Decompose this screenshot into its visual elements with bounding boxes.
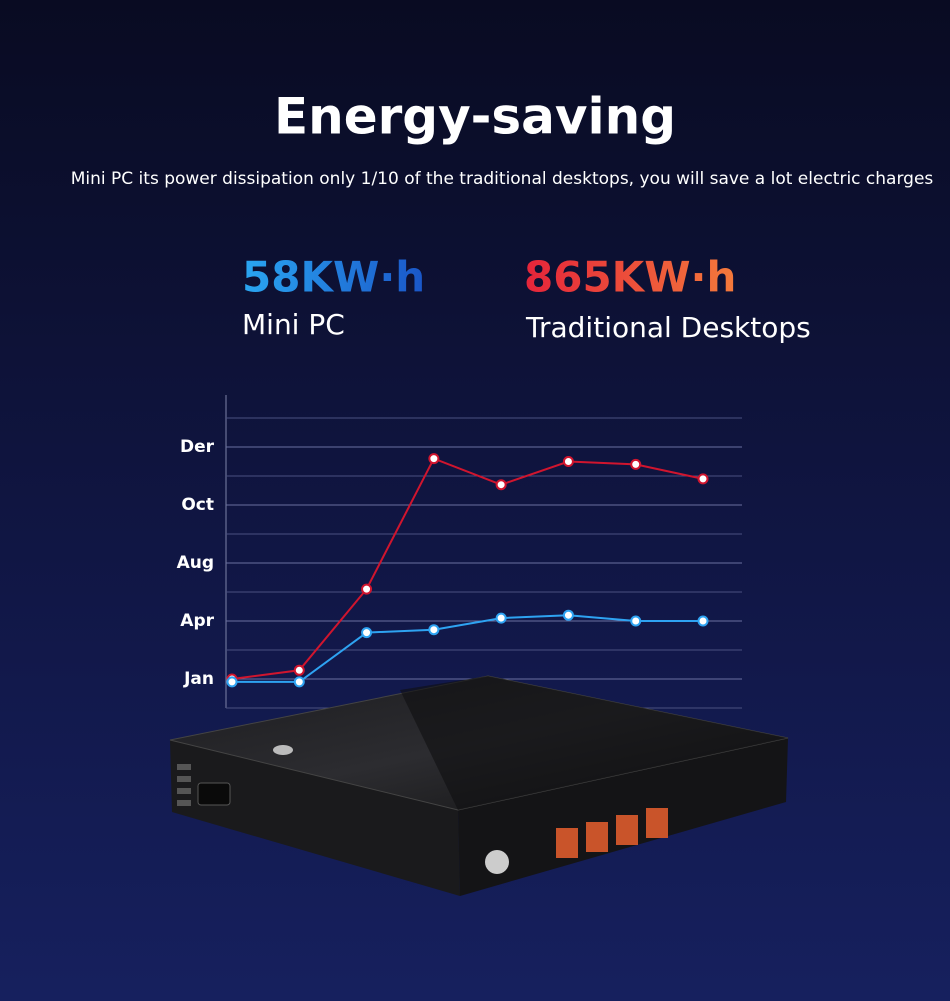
logo <box>485 850 509 874</box>
stat-label: Traditional Desktops <box>525 311 811 344</box>
title: Energy-saving <box>274 88 676 146</box>
y-tick-label: Der <box>180 437 215 457</box>
hdmi-port <box>197 782 231 806</box>
y-tick-label: Jan <box>183 669 214 689</box>
y-tick-label: Apr <box>180 611 214 631</box>
stat-value: 865KW·h <box>524 253 736 302</box>
point <box>361 583 373 595</box>
subtitle: Mini PC its power dissipation only 1/10 … <box>71 169 934 189</box>
point <box>293 664 305 676</box>
stat-label: Mini PC <box>242 308 345 341</box>
power-button <box>273 745 293 755</box>
point <box>495 612 507 624</box>
vents <box>177 764 191 806</box>
point <box>361 627 373 639</box>
point <box>697 615 709 627</box>
point <box>226 676 238 688</box>
series-line <box>232 614 703 683</box>
mini-pc <box>169 675 789 896</box>
usb-ports <box>556 808 668 858</box>
device-side <box>170 740 460 896</box>
y-tick-label: Oct <box>181 495 214 515</box>
point <box>697 473 709 485</box>
point <box>562 456 574 467</box>
point <box>428 624 440 636</box>
point <box>630 458 642 470</box>
series-line <box>231 457 704 680</box>
point <box>562 609 574 621</box>
point <box>428 453 440 465</box>
point <box>630 615 642 627</box>
device-reflection <box>400 676 788 810</box>
point <box>495 479 507 491</box>
y-tick-label: Aug <box>177 553 214 573</box>
point <box>293 676 305 688</box>
stat-value: 58KW·h <box>242 253 425 302</box>
